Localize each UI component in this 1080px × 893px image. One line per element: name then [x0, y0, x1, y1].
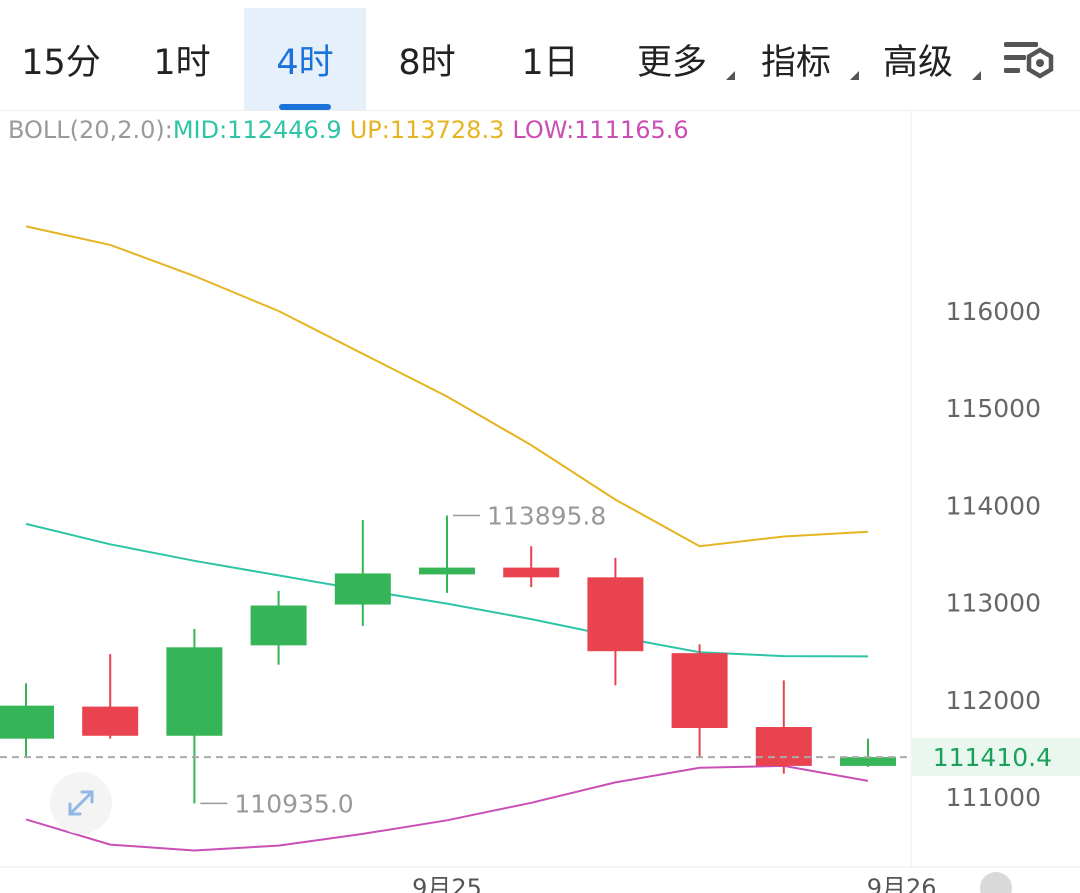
boll-up-value: UP:113728.3 [349, 116, 505, 144]
candle-body [250, 605, 307, 646]
tab-label: 更多 [636, 42, 707, 83]
timeframe-tabs: 15分 1时 4时 8时 1日 更多 指标 高级 [0, 0, 1080, 111]
candle-body [419, 567, 475, 575]
candle-body [334, 573, 391, 605]
candlestick-chart[interactable]: 111000 112000 113000 114000 115000 116000 9月25… [0, 110, 1080, 893]
tab-1[interactable]: 1时 [121, 8, 243, 110]
tab-label: 15分 [21, 42, 101, 83]
fullscreen-button[interactable] [50, 772, 112, 834]
y-tick-label: 116000 [946, 297, 1041, 326]
boll-up-line [25, 225, 869, 548]
y-tick-label: 112000 [946, 686, 1041, 715]
boll-low-line [25, 764, 869, 852]
tab-label: 1日 [521, 42, 579, 83]
candle-body [0, 705, 54, 739]
tab-4[interactable]: 1日 [489, 8, 611, 110]
boll-mid-line [25, 522, 869, 658]
tab-label: 4时 [276, 42, 334, 83]
candle-body [166, 647, 223, 736]
candle-body [840, 757, 896, 766]
y-tick-label: 114000 [946, 491, 1041, 520]
dropdown-arrow-icon [850, 71, 859, 80]
tab-label: 1时 [153, 42, 211, 83]
tab-label: 指标 [760, 42, 831, 83]
chart-settings-icon[interactable] [1002, 38, 1054, 82]
current-price-label: 111410.4 [933, 743, 1052, 772]
x-axis-label: 9月25 [412, 874, 482, 893]
y-tick-label: 111000 [946, 783, 1041, 812]
candle-body [82, 706, 139, 736]
tab-2[interactable]: 4时 [244, 8, 366, 110]
active-tab-indicator [279, 104, 331, 110]
candle-body [671, 653, 728, 728]
expand-icon [68, 790, 94, 816]
boll-legend: BOLL(20,2.0):MID:112446.9 UP:113728.3 LOW:… [8, 116, 689, 144]
dropdown-arrow-icon [726, 71, 735, 80]
dropdown-arrow-icon [972, 71, 981, 80]
x-axis-label: 9月26 [867, 874, 937, 893]
current-price-tag [912, 738, 1080, 777]
tab-5[interactable]: 更多 [611, 8, 735, 110]
candle-body [755, 727, 812, 766]
tab-0[interactable]: 15分 [0, 8, 122, 110]
y-tick-label: 115000 [946, 394, 1041, 423]
candle-body [503, 567, 560, 578]
boll-mid-value: MID:112446.9 [172, 116, 342, 144]
scroll-latest-icon [980, 872, 1012, 893]
boll-low-value: LOW:111165.6 [512, 116, 689, 144]
tab-6[interactable]: 指标 [735, 8, 859, 110]
candle-body [587, 577, 644, 652]
boll-legend-name: BOLL(20,2.0): [8, 116, 173, 144]
price-annotation: 110935.0 [234, 789, 353, 818]
tab-7[interactable]: 高级 [857, 8, 981, 110]
price-annotation: 113895.8 [487, 502, 606, 531]
y-tick-label: 113000 [946, 589, 1041, 618]
tab-3[interactable]: 8时 [366, 8, 488, 110]
tab-label: 8时 [398, 42, 456, 83]
tab-label: 高级 [882, 42, 953, 83]
